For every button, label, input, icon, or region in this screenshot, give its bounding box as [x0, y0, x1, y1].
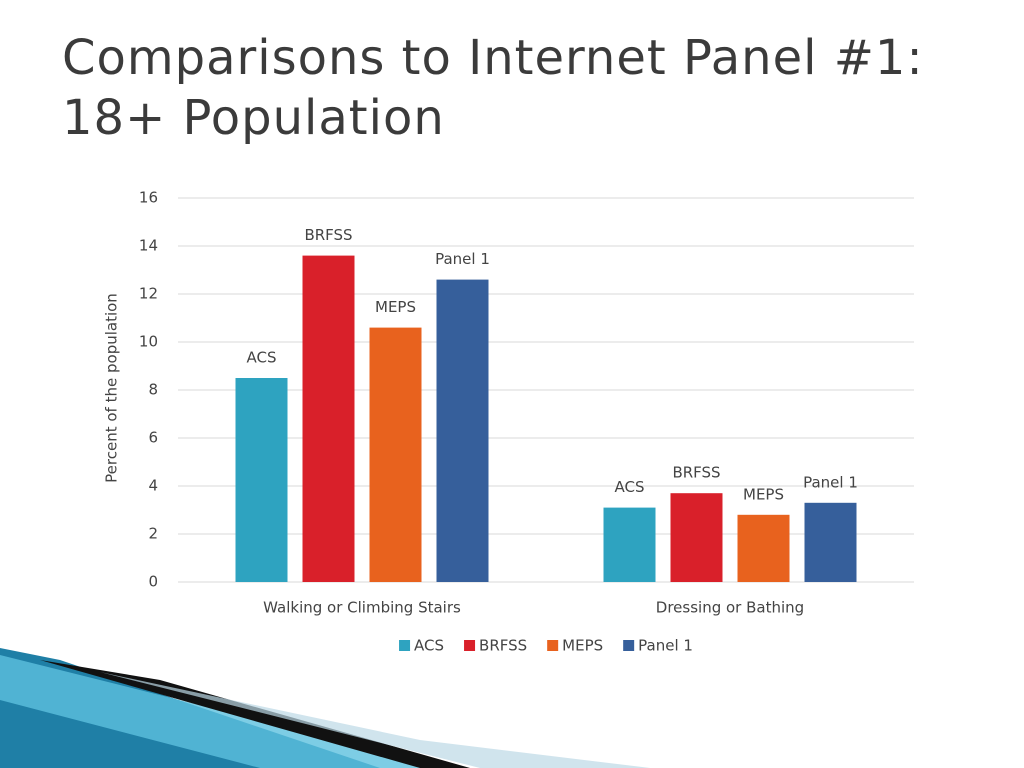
y-tick-label: 10	[139, 333, 158, 351]
y-tick-label: 12	[139, 285, 158, 303]
legend-swatch	[464, 640, 476, 651]
y-tick-label: 2	[148, 525, 158, 543]
legend-swatch	[547, 640, 559, 651]
x-tick-label: Walking or Climbing Stairs	[263, 599, 461, 617]
data-label: MEPS	[743, 485, 784, 503]
bar	[603, 507, 656, 582]
bar	[369, 327, 422, 582]
data-label: ACS	[247, 349, 277, 367]
data-label: BRFSS	[672, 464, 720, 482]
y-axis-label: Percent of the population	[103, 293, 121, 483]
legend-label: BRFSS	[479, 637, 527, 655]
bar	[302, 255, 355, 582]
bar	[670, 493, 723, 582]
legend-swatch	[623, 640, 635, 651]
y-tick-label: 0	[148, 573, 158, 591]
x-tick-label: Dressing or Bathing	[656, 599, 804, 617]
y-tick-label: 14	[139, 237, 158, 255]
y-tick-label: 4	[148, 477, 158, 495]
legend-swatch	[399, 640, 411, 651]
y-tick-label: 8	[148, 381, 158, 399]
data-label: Panel 1	[803, 473, 858, 491]
legend-label: MEPS	[562, 637, 603, 655]
bar	[436, 279, 489, 582]
legend-label: ACS	[414, 637, 444, 655]
decor-swoosh	[40, 660, 470, 768]
data-label: ACS	[615, 478, 645, 496]
legend-label: Panel 1	[638, 637, 693, 655]
y-tick-label: 16	[139, 189, 158, 207]
bar	[804, 502, 857, 582]
slide-title: Comparisons to Internet Panel #1: 18+ Po…	[62, 30, 924, 146]
y-tick-label: 6	[148, 429, 158, 447]
data-label: MEPS	[375, 298, 416, 316]
data-label: BRFSS	[304, 226, 352, 244]
bar	[737, 514, 790, 582]
bar	[235, 378, 288, 582]
data-label: Panel 1	[435, 250, 490, 268]
